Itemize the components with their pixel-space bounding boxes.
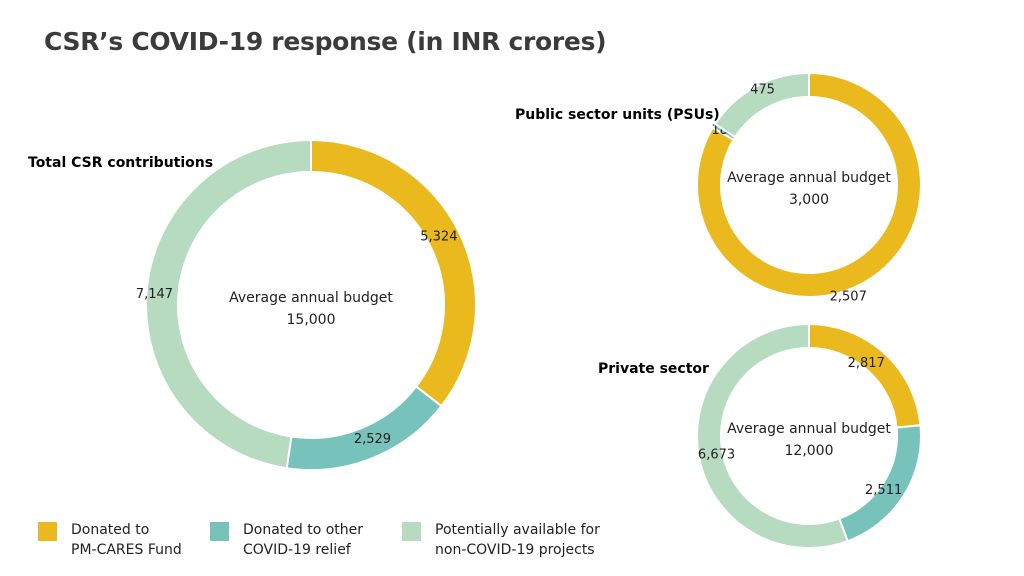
donut-psu-center-value: 3,000: [789, 192, 829, 208]
donut-private-label-pm_cares: 2,817: [848, 356, 885, 371]
donut-private-center-value: 12,000: [785, 443, 834, 459]
legend-label-covid-relief: Donated to other COVID-19 relief: [243, 522, 364, 558]
chart-subtitle-private: Private sector: [598, 361, 709, 377]
donut-total-label-non_covid: 7,147: [136, 287, 173, 302]
page-title: CSR’s COVID-19 response (in INR crores): [44, 27, 607, 56]
legend-item-covid-relief: Donated to other COVID-19 relief: [210, 520, 363, 560]
donut-total-slice-non_covid: [145, 138, 312, 470]
donut-private-label-covid_relief: 2,511: [865, 483, 902, 498]
legend-label-pm-cares: Donated to PM-CARES Fund: [71, 522, 182, 558]
donut-private-label-non_covid: 6,673: [698, 448, 735, 463]
donut-private-center-label: Average annual budget: [727, 421, 891, 437]
donut-psu-label-non_covid: 475: [750, 82, 775, 97]
donut-total-slice-pm_cares: [310, 138, 477, 408]
donut-psu-center-label: Average annual budget: [727, 170, 891, 186]
donut-psu-slice-non_covid: [713, 71, 810, 139]
donut-total-center-label: Average annual budget: [229, 290, 393, 306]
donut-total-label-covid_relief: 2,529: [354, 432, 391, 447]
chart-subtitle-total: Total CSR contributions: [28, 155, 214, 171]
legend-swatch-covid-relief: [210, 522, 229, 541]
donut-private-slice-pm_cares: [808, 322, 922, 429]
legend-swatch-non-covid: [402, 522, 421, 541]
legend-item-pm-cares: Donated to PM-CARES Fund: [38, 520, 182, 560]
legend-item-non-covid: Potentially available for non-COVID-19 p…: [402, 520, 600, 560]
donut-private-slice-non_covid: [696, 322, 849, 549]
chart-subtitle-psu: Public sector units (PSUs): [515, 107, 720, 123]
donut-total-label-pm_cares: 5,324: [420, 229, 457, 244]
donut-total-center-value: 15,000: [287, 312, 336, 328]
donut-psu-slice-pm_cares: [696, 71, 922, 298]
legend-swatch-pm-cares: [38, 522, 57, 541]
donut-total-slice-covid_relief: [285, 385, 443, 471]
legend-label-non-covid: Potentially available for non-COVID-19 p…: [435, 522, 600, 558]
donut-psu-label-pm_cares: 2,507: [830, 289, 867, 304]
